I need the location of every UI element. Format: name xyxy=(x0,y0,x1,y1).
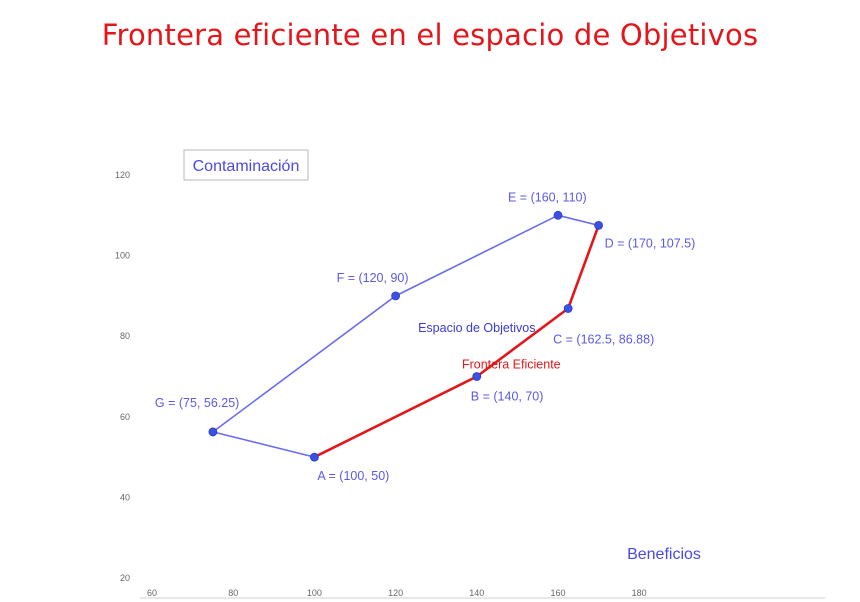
point-labels: A = (100, 50) B = (140, 70) C = (162.5, 86… xyxy=(155,190,695,483)
point-d xyxy=(594,220,603,230)
point-label-g: G = (75, 56.25) xyxy=(155,396,239,410)
y-tick-label: 40 xyxy=(120,492,130,502)
x-tick-label: 80 xyxy=(228,588,238,598)
y-axis-title: Contaminación xyxy=(193,158,300,175)
point-label-c: C = (162.5, 86.88) xyxy=(553,332,654,346)
point-a xyxy=(309,452,319,462)
data-points xyxy=(208,210,603,462)
x-tick-label: 140 xyxy=(469,588,484,598)
efficient-frontier-line xyxy=(313,224,600,459)
point-label-b: B = (140, 70) xyxy=(471,390,544,404)
point-label-d: D = (170, 107.5) xyxy=(605,236,696,250)
y-tick-label: 120 xyxy=(115,170,130,180)
point-g xyxy=(208,427,218,437)
objective-space-label: Espacio de Objetivos xyxy=(418,321,535,335)
point-e xyxy=(553,210,563,220)
point-c xyxy=(563,304,573,313)
annotations: Espacio de Objetivos Frontera Eficiente xyxy=(418,321,561,371)
x-tick-label: 160 xyxy=(550,588,565,598)
x-tick-label: 60 xyxy=(147,588,157,598)
x-axis-ticks: 60 80 100 120 140 160 180 xyxy=(147,588,647,598)
point-label-a: A = (100, 50) xyxy=(317,469,389,483)
y-tick-label: 20 xyxy=(120,573,130,583)
point-label-f: F = (120, 90) xyxy=(337,271,409,285)
x-tick-label: 120 xyxy=(388,588,403,598)
y-axis-title-box xyxy=(183,149,309,181)
y-axis-ticks: 20 40 60 80 100 120 xyxy=(115,170,130,583)
point-b xyxy=(472,372,482,381)
y-tick-label: 60 xyxy=(120,412,130,422)
x-tick-label: 180 xyxy=(632,588,647,598)
y-tick-label: 80 xyxy=(120,331,130,341)
x-axis-title: Beneficios xyxy=(627,546,701,563)
efficient-frontier-label: Frontera Eficiente xyxy=(462,357,561,371)
point-label-e: E = (160, 110) xyxy=(508,190,587,204)
x-tick-label: 100 xyxy=(307,588,322,598)
objective-space-boundary-line xyxy=(212,214,599,458)
series-lines xyxy=(212,214,600,459)
page-title: Frontera eficiente en el espacio de Obje… xyxy=(101,18,759,52)
point-f xyxy=(391,291,401,301)
y-tick-label: 100 xyxy=(115,251,130,261)
